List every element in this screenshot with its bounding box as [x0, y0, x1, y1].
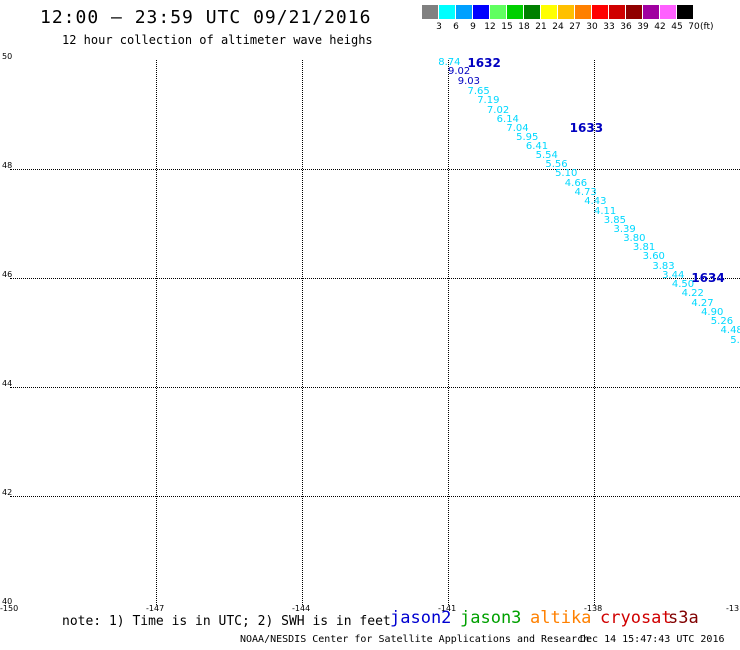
wave-height-value: 5.26: [710, 316, 734, 328]
satellite-name-cryosat: cryosat: [600, 608, 672, 628]
pass-time-label: 1634: [691, 271, 725, 285]
legend-swatch: [541, 5, 558, 19]
lat-gridline: [10, 169, 740, 170]
wave-height-value: 7.04: [506, 123, 529, 135]
legend-label: 39: [637, 22, 649, 32]
legend-label: 45: [671, 22, 683, 32]
legend-label: 12: [484, 22, 496, 32]
legend-swatch: [439, 5, 456, 19]
lon-tick-label: -141: [438, 604, 457, 613]
wave-height-value: 6.14: [496, 113, 519, 125]
wave-height-value: 4.27: [691, 297, 714, 309]
wave-height-value: 5.10: [555, 168, 578, 180]
wave-height-value: 4.73: [574, 186, 597, 198]
wave-height-value: 3.80: [623, 232, 646, 244]
pass-time-label: 1633: [569, 121, 604, 136]
lon-gridline: [448, 60, 449, 605]
wave-height-value: 5.95: [516, 131, 539, 143]
lat-tick-label: 46: [2, 270, 13, 279]
legend-swatch: [643, 5, 660, 19]
lat-tick-label: 40: [2, 597, 13, 606]
wave-height-value: 9.02: [448, 65, 471, 77]
legend-swatch: [558, 5, 575, 19]
legend-label: 42: [654, 22, 666, 32]
wave-height-value: 4.66: [564, 177, 588, 189]
wave-height-value: 6.41: [525, 141, 549, 153]
legend-swatch: [592, 5, 609, 19]
wave-height-value: 8.74: [438, 56, 461, 68]
wave-height-value: 3.39: [613, 224, 636, 236]
legend-swatch: [490, 5, 507, 19]
wave-height-value: 4.48: [720, 325, 740, 337]
satellite-name-jason3: jason3: [460, 608, 522, 628]
satellite-name-jason2: jason2: [390, 608, 452, 628]
legend-swatch: [609, 5, 626, 19]
lat-tick-label: 50: [2, 52, 13, 61]
legend-swatch: [507, 5, 524, 19]
legend-label: 36: [620, 22, 632, 32]
legend-label: 15: [501, 22, 513, 32]
lat-gridline: [10, 387, 740, 388]
footer-note: note: 1) Time is in UTC; 2) SWH is in fe…: [62, 614, 391, 629]
legend-label: 70: [688, 22, 700, 32]
map-title: 12:00 – 23:59 UTC 09/21/2016: [40, 7, 372, 28]
wave-height-value: 4.22: [681, 288, 704, 300]
legend-swatch: [660, 5, 677, 19]
legend-swatch: [677, 5, 694, 19]
pass-time-label: 1632: [467, 55, 501, 70]
wave-height-value: 3.81: [632, 242, 656, 254]
wave-height-value: 4.50: [671, 279, 695, 291]
lon-gridline: [156, 60, 157, 605]
wave-height-value: 7.02: [486, 104, 510, 116]
lon-gridline: [594, 60, 595, 605]
legend-label: 30: [586, 22, 598, 32]
wave-height-value: 3.85: [603, 214, 626, 226]
legend-unit: (ft): [700, 22, 714, 32]
lon-tick-label: -138: [584, 604, 603, 613]
wave-height-value: 7.19: [477, 95, 500, 107]
lon-tick-label: -13: [726, 604, 740, 613]
lat-gridline: [10, 278, 740, 279]
credit-line: NOAA/NESDIS Center for Satellite Applica…: [240, 634, 590, 645]
legend-swatch: [422, 5, 439, 19]
legend-swatch: [575, 5, 592, 19]
wave-height-value: 3.60: [642, 251, 665, 263]
wave-height-value: 3.44: [662, 269, 685, 281]
lat-tick-label: 44: [2, 379, 13, 388]
wave-height-value: 4.43: [584, 196, 607, 208]
wave-height-value: 5.56: [545, 159, 568, 171]
map-plot-area: 50 48 46 44 42 40 -150 -147 -144 -141 -138 -13 8.74 9…: [0, 52, 740, 613]
wave-height-value: 5.54: [535, 149, 558, 161]
lat-tick-label: 42: [2, 488, 13, 497]
satellite-name-s3a: s3a: [668, 608, 699, 628]
legend-swatch: [473, 5, 490, 19]
wave-height-value: 4.11: [594, 205, 617, 217]
legend-swatch: [524, 5, 541, 19]
lon-tick-label: -147: [146, 604, 165, 613]
wave-height-value: 4.90: [701, 306, 724, 318]
satellite-name-altika: altika: [530, 608, 592, 628]
legend-label: 24: [552, 22, 564, 32]
legend-label: 27: [569, 22, 581, 32]
lat-tick-label: 48: [2, 161, 13, 170]
legend-swatch: [626, 5, 643, 19]
legend-label: 18: [518, 22, 530, 32]
lon-tick-label: -150: [0, 604, 19, 613]
legend-label: 21: [535, 22, 547, 32]
legend-label: 3: [436, 22, 442, 32]
wave-height-value: 7.65: [467, 85, 490, 97]
legend-label: 6: [453, 22, 459, 32]
wave-height-value: 5.20: [730, 334, 740, 346]
lon-gridline: [302, 60, 303, 605]
legend-label: 33: [603, 22, 615, 32]
wave-height-value: 3.83: [652, 260, 675, 272]
generation-timestamp: Dec 14 15:47:43 UTC 2016: [580, 634, 725, 645]
legend-label: 9: [470, 22, 476, 32]
lon-tick-label: -144: [292, 604, 311, 613]
lat-gridline: [10, 496, 740, 497]
legend-swatch: [456, 5, 473, 19]
wave-height-value: 9.03: [457, 75, 480, 87]
map-subtitle: 12 hour collection of altimeter wave hei…: [62, 33, 373, 47]
